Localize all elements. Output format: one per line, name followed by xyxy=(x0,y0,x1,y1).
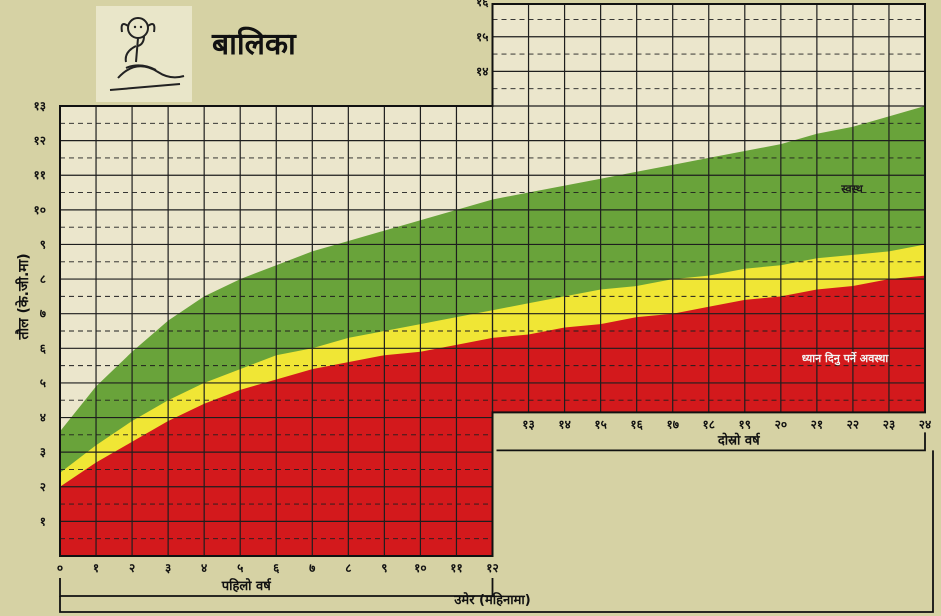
x-tick-label: ६ xyxy=(273,561,280,575)
x-tick-label: १३ xyxy=(522,417,534,431)
y-tick-label: ४ xyxy=(40,411,46,425)
x-tick-label: १९ xyxy=(739,417,751,431)
x-tick-label: २१ xyxy=(811,417,823,431)
x-tick-label: १२ xyxy=(486,561,498,575)
y-tick-label: ९ xyxy=(40,237,46,251)
y-tick-label: १ xyxy=(40,514,46,528)
x-tick-label: २२ xyxy=(847,417,859,431)
x-tick-label: ४ xyxy=(201,561,207,575)
first-year-bracket xyxy=(59,578,494,597)
y-axis-title: तौल (के.जी.मा) xyxy=(15,253,32,340)
y-tick-label: १५ xyxy=(476,30,488,44)
y-tick-label: ५ xyxy=(40,376,46,390)
x-tick-label: १८ xyxy=(703,417,715,431)
x-tick-label: १६ xyxy=(630,417,643,431)
y-tick-label: १२ xyxy=(34,134,46,148)
x-tick-label: १० xyxy=(414,561,426,575)
x-tick-label: २ xyxy=(129,561,135,575)
healthy-zone-label: स्वस्थ xyxy=(840,183,863,196)
axis-brackets xyxy=(59,432,934,613)
x-tick-label: १५ xyxy=(594,417,606,431)
girl-illustration xyxy=(96,6,192,102)
y-tick-label: १६ xyxy=(476,0,489,9)
x-tick-label: ८ xyxy=(345,561,351,575)
first-year-label: पहिलो वर्ष xyxy=(221,578,272,594)
y-tick-label: १० xyxy=(34,203,46,217)
x-tick-label: ० xyxy=(57,561,63,575)
x-axis-title: उमेर (महिनामा) xyxy=(453,592,530,608)
danger-zone-label: ध्यान दिनु पर्ने अवस्था xyxy=(802,351,890,366)
chart-grid xyxy=(59,4,926,557)
chart-title: बालिका xyxy=(212,27,296,62)
overall-bracket xyxy=(59,450,934,613)
y-tick-label: ७ xyxy=(40,307,47,321)
y-tick-label: ८ xyxy=(40,272,46,286)
x-tick-label: ११ xyxy=(450,561,462,575)
x-tick-label: ५ xyxy=(237,561,243,575)
second-year-label: दोस्रो वर्ष xyxy=(717,432,761,448)
y-tick-label: १४ xyxy=(476,64,488,78)
x-tick-label: ३ xyxy=(165,561,171,575)
second-year-bracket xyxy=(496,432,926,452)
x-tick-label: ९ xyxy=(381,561,387,575)
x-tick-label: ७ xyxy=(309,561,316,575)
x-tick-label: २४ xyxy=(919,417,931,431)
x-tick-label: १४ xyxy=(558,417,570,431)
x-tick-label: १७ xyxy=(666,417,679,431)
y-tick-label: १३ xyxy=(34,99,46,113)
y-tick-label: २ xyxy=(40,480,46,494)
girl-drawing-icon xyxy=(109,17,185,91)
y-tick-label: ६ xyxy=(40,341,47,355)
x-tick-label: २३ xyxy=(883,417,895,431)
x-tick-label: २० xyxy=(775,417,787,431)
chart-outline xyxy=(59,3,926,557)
y-tick-label: ३ xyxy=(40,445,46,459)
x-tick-label: १ xyxy=(93,561,99,575)
y-tick-label: ११ xyxy=(34,168,46,182)
